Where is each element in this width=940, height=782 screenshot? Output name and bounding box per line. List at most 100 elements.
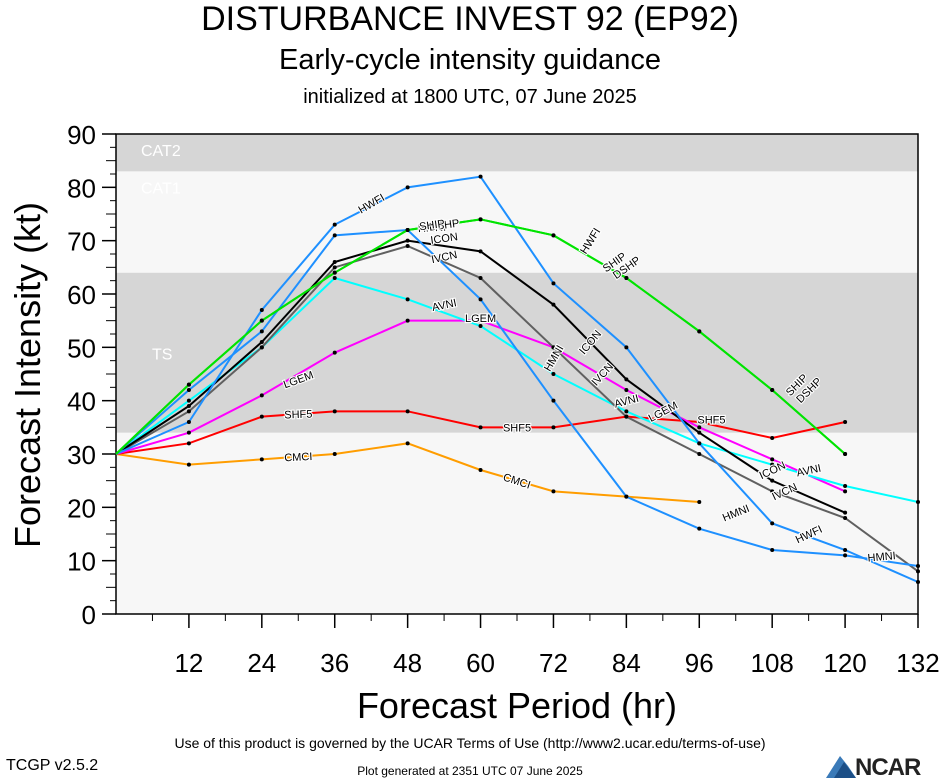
point-cmci <box>405 441 410 446</box>
point-shf5 <box>405 409 410 414</box>
point-avni <box>624 409 629 414</box>
point-ivcn <box>843 516 848 520</box>
series-label-shf5: SHF5 <box>283 407 314 422</box>
point-ship <box>259 318 264 323</box>
point-hmni <box>624 494 629 499</box>
point-ivcn <box>405 244 410 248</box>
point-ivcn <box>697 452 702 456</box>
intensity-chart: TS CAT1 CAT2 0 10 20 30 40 50 60 70 80 90 12 24 36 48 60… <box>7 120 940 726</box>
point-hwfi <box>843 548 848 552</box>
point-icon <box>186 404 191 408</box>
point-shf5 <box>697 420 702 424</box>
point-cmci <box>478 468 483 472</box>
y-tick-label: 70 <box>67 227 96 257</box>
point-ship <box>697 329 702 334</box>
point-cmci <box>332 452 337 456</box>
series-label-text: SHF5 <box>284 409 313 422</box>
point-hmni <box>186 388 191 392</box>
y-tick-label: 10 <box>67 547 96 577</box>
band-2 <box>116 171 918 273</box>
y-axis-label: Forecast Intensity (kt) <box>7 202 48 548</box>
band-label: CAT1 <box>141 180 181 197</box>
series-label-text: SHF5 <box>503 422 531 434</box>
y-tick-label: 20 <box>67 493 96 523</box>
point-icon <box>259 340 264 344</box>
series-label-lgem: LGEM <box>464 312 497 326</box>
point-hmni <box>843 553 848 558</box>
y-tick-label: 80 <box>67 173 96 203</box>
y-tick-label: 90 <box>67 120 96 150</box>
x-tick-label: 120 <box>823 648 866 678</box>
point-icon <box>697 430 702 435</box>
x-tick-label: 48 <box>393 648 422 678</box>
point-lgem <box>405 318 410 323</box>
point-lgem <box>624 388 629 392</box>
point-hwfi <box>624 345 629 350</box>
point-shf5 <box>186 441 191 446</box>
point-icon <box>332 260 337 264</box>
point-avni <box>332 276 337 280</box>
point-hwfi <box>332 222 337 227</box>
point-avni <box>843 484 848 488</box>
series-label-shf5: SHF5 <box>502 421 532 435</box>
point-shf5 <box>551 425 556 430</box>
point-icon <box>551 302 556 307</box>
point-icon <box>770 478 775 483</box>
chart-title: DISTURBANCE INVEST 92 (EP92) <box>201 0 739 38</box>
point-ivcn <box>186 409 191 414</box>
x-tick-label: 84 <box>612 648 641 678</box>
series-label-hmni: HMNI <box>417 221 448 237</box>
series-label-ivcn: IVCN <box>429 248 459 267</box>
band-label: TS <box>152 347 172 364</box>
init-time: initialized at 1800 UTC, 07 June 2025 <box>303 86 637 108</box>
plot-generated: Plot generated at 2351 UTC 07 June 2025 <box>357 764 583 778</box>
series-label-cmci: CMCI <box>283 450 314 466</box>
line-ivcn <box>115 244 919 573</box>
point-ship <box>624 276 629 280</box>
point-lgem <box>843 489 848 494</box>
x-tick-label: 24 <box>247 648 276 678</box>
point-cmci <box>259 457 264 462</box>
x-tick-label: 132 <box>896 648 939 678</box>
point-hwfi <box>405 185 410 190</box>
point-lgem <box>332 350 337 355</box>
point-cmci <box>551 489 556 494</box>
ncar-logo-icon <box>826 756 856 778</box>
y-tick-label: 60 <box>67 280 96 310</box>
series-label-text: SHF5 <box>697 414 725 426</box>
series-label-text: ICON <box>430 231 459 247</box>
line-hmni <box>115 228 919 567</box>
x-tick-label: 60 <box>466 648 495 678</box>
version-label: TCGP v2.5.2 <box>6 757 99 774</box>
point-shf5 <box>843 420 848 424</box>
point-icon <box>478 249 483 254</box>
point-avni <box>478 324 483 328</box>
point-avni <box>186 398 191 403</box>
series-label-text: HMNI <box>418 222 447 235</box>
series-label-text: IVCN <box>430 249 458 266</box>
series-label-text: SHIP <box>419 218 446 233</box>
point-avni <box>405 297 410 302</box>
point-hmni <box>551 398 556 403</box>
point-ship <box>186 382 191 387</box>
x-tick-label: 12 <box>174 648 203 678</box>
series-label-dshp: DSHP <box>427 216 461 234</box>
point-cmci <box>697 500 702 504</box>
terms-of-use: Use of this product is governed by the U… <box>174 735 766 751</box>
model-lines <box>115 174 920 584</box>
point-cmci <box>186 462 191 467</box>
series-label-text: DSHP <box>428 218 460 234</box>
point-lgem <box>478 318 483 323</box>
x-tick-label: 72 <box>539 648 568 678</box>
point-avni <box>551 372 556 376</box>
point-hwfi <box>478 174 483 179</box>
point-hmni <box>916 564 920 568</box>
point-ivcn <box>770 489 775 494</box>
point-icon <box>624 377 629 382</box>
point-ivcn <box>916 569 920 574</box>
point-hmni <box>697 526 702 531</box>
point-shf5 <box>332 409 337 414</box>
point-hmni <box>770 548 775 552</box>
point-hmni <box>332 233 337 238</box>
series-label-ship: SHIP <box>417 217 446 235</box>
